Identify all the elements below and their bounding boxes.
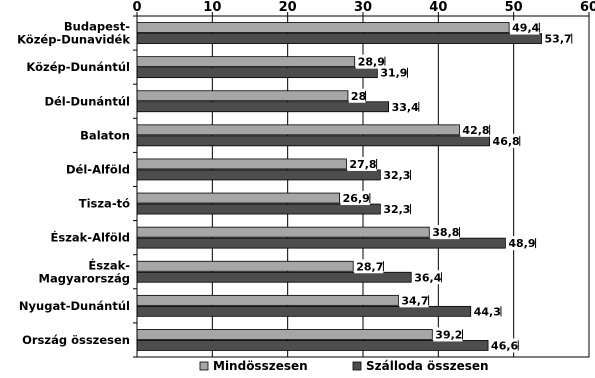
legend-swatch (352, 361, 362, 371)
data-label: 49,4 (512, 22, 539, 35)
data-label-bg (355, 54, 385, 69)
chart-bars (136, 22, 542, 351)
data-label: 31,9 (380, 67, 407, 80)
category-label: Nyugat-Dunántúl (19, 299, 130, 313)
bar-szalloda (136, 237, 506, 249)
category-label: Észak- (88, 257, 130, 272)
category-label: Tisza-tó (79, 197, 130, 211)
x-tick-label: 60 (580, 0, 595, 15)
data-label-bg (460, 122, 490, 137)
data-label-bg (506, 236, 536, 251)
data-label-bg (412, 270, 442, 285)
data-label-bg (378, 65, 408, 80)
bar-mindosszesen (136, 192, 341, 204)
data-label-bg (489, 338, 519, 353)
data-label-bg (354, 259, 384, 274)
data-label: 32,3 (383, 169, 410, 182)
legend-label: Szálloda összesen (366, 359, 489, 373)
x-tick-label: 0 (132, 0, 141, 15)
data-label-bg (399, 293, 429, 308)
bar-szalloda (136, 33, 542, 44)
x-tick-label: 50 (505, 0, 523, 15)
data-label-bg (433, 327, 463, 342)
data-label-bg (542, 31, 572, 46)
bar-mindosszesen (136, 56, 356, 68)
data-label: 39,2 (435, 328, 462, 341)
data-label: 28,9 (358, 56, 385, 69)
data-label: 46,8 (493, 135, 520, 148)
category-label: Dél-Alföld (66, 162, 130, 176)
bar-mindosszesen (136, 226, 430, 238)
category-label: Közép-Dunántúl (26, 60, 130, 74)
chart-axes: 0 10 20 30 40 50 60 (132, 0, 595, 358)
chart-category-labels: Budapest-Közép-Dunavidék Közép-Dunántúl Dé… (17, 20, 130, 347)
data-label: 46,6 (491, 339, 518, 352)
x-tick-label: 10 (203, 0, 221, 15)
category-label: Észak-Alföld (51, 230, 131, 245)
bar-szalloda (136, 169, 381, 181)
data-label-bg (381, 167, 411, 182)
data-label: 53,7 (545, 33, 572, 46)
bar-szalloda (136, 135, 490, 147)
bar-mindosszesen (136, 124, 460, 136)
data-label: 34,7 (401, 294, 428, 307)
x-tick-label: 20 (279, 0, 297, 15)
data-label-bg (430, 225, 460, 240)
bar-mindosszesen (136, 294, 399, 306)
data-label: 26,9 (343, 192, 370, 205)
data-label-bg (340, 191, 370, 206)
data-label: 28,7 (356, 260, 383, 273)
bar-mindosszesen (136, 158, 347, 170)
bar-szalloda (136, 67, 378, 79)
category-label: Ország összesen (22, 333, 130, 347)
data-label-bg (347, 156, 377, 171)
data-label-bg (510, 20, 540, 35)
bar-szalloda (136, 271, 412, 283)
bar-mindosszesen (136, 22, 510, 33)
bar-szalloda (136, 340, 489, 351)
data-label: 44,3 (474, 305, 501, 318)
bar-szalloda (136, 101, 390, 113)
category-label: Magyarország (39, 271, 130, 285)
chart-data-labels: 49,4 53,7 28,931,9 28 33,4 42,8 46,8 27,8 32,3 26… (340, 20, 573, 353)
data-label: 48,9 (508, 237, 535, 250)
chart-legend: Mindösszesen Szálloda összesen (199, 359, 489, 373)
data-label-bg (490, 133, 520, 148)
data-label-bg (471, 304, 501, 319)
data-label-bg (389, 99, 419, 114)
category-label: Balaton (80, 128, 130, 142)
bar-mindosszesen (136, 260, 354, 272)
bar-mindosszesen (136, 329, 433, 340)
bar-mindosszesen (136, 90, 349, 102)
data-label: 33,4 (392, 101, 419, 114)
data-label: 36,4 (414, 271, 441, 284)
data-label: 27,8 (349, 158, 376, 171)
data-label: 28 (351, 90, 366, 103)
category-label: Budapest- (64, 20, 130, 34)
legend-label: Mindösszesen (213, 359, 308, 373)
x-tick-label: 30 (354, 0, 372, 15)
bar-szalloda (136, 203, 381, 215)
category-label: Közép-Dunavidék (17, 33, 130, 47)
bar-szalloda (136, 305, 472, 317)
data-label: 32,3 (383, 203, 410, 216)
data-label-bg (348, 88, 366, 103)
data-label: 42,8 (462, 124, 489, 137)
category-label: Dél-Dunántúl (44, 94, 130, 108)
data-label: 38,8 (432, 226, 459, 239)
x-tick-label: 40 (429, 0, 447, 15)
legend-swatch (199, 361, 209, 371)
data-label-bg (381, 202, 411, 217)
